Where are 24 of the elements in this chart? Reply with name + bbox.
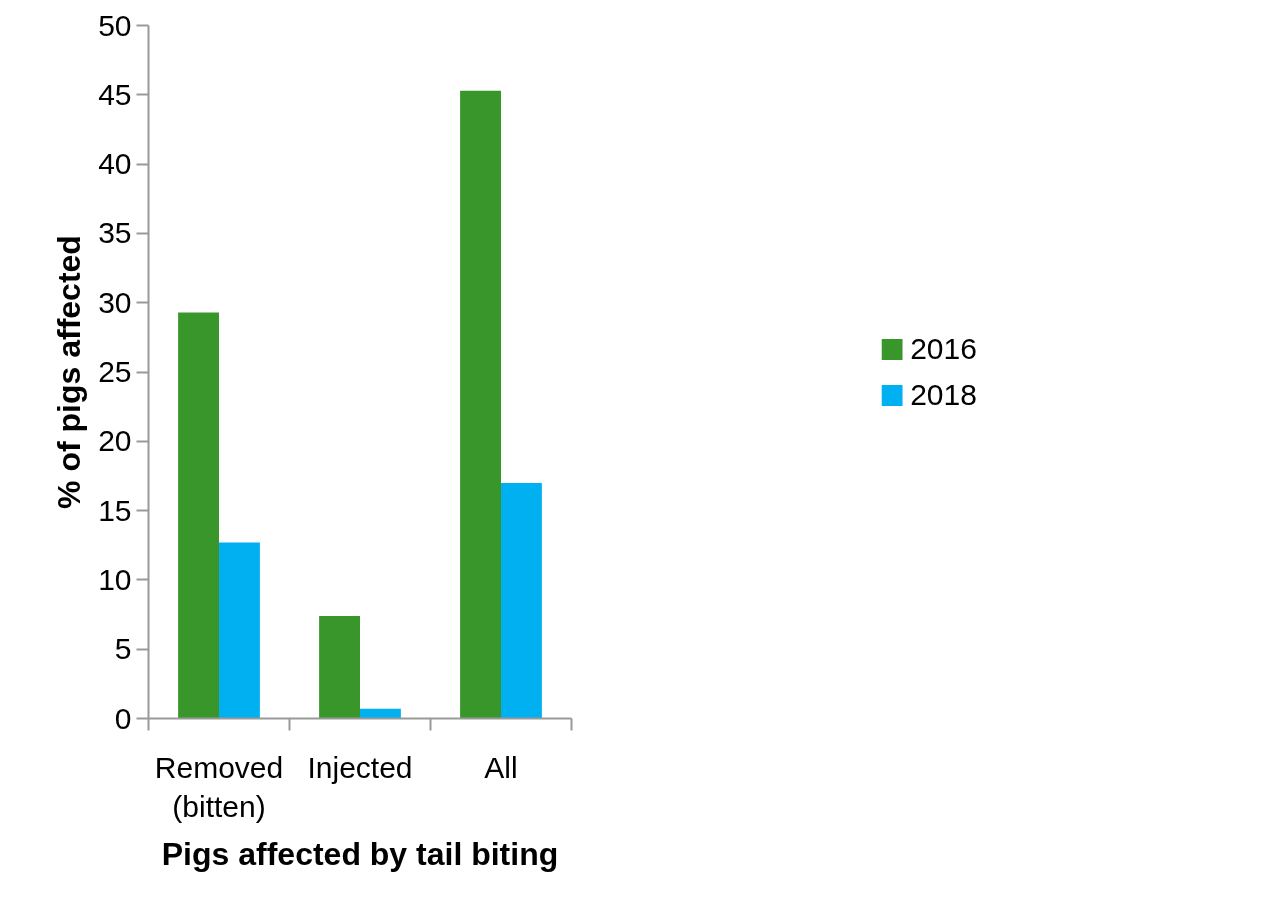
y-tick-label: 20 (98, 424, 132, 458)
bar (460, 90, 501, 719)
y-tick-label: 25 (98, 355, 132, 388)
y-tick-label: 0 (114, 701, 132, 735)
legend-label: 2016 (910, 331, 977, 366)
x-axis-title: Pigs affected by tail biting (161, 836, 559, 873)
y-tick-label: 15 (98, 493, 132, 527)
y-tick-label: 50 (98, 8, 132, 42)
y-tick-label: 10 (98, 562, 132, 596)
y-tick-label: 5 (114, 632, 132, 666)
y-tick-label: 35 (98, 216, 132, 250)
bar (501, 482, 542, 719)
y-tick-label: 30 (98, 285, 132, 319)
y-tick-label: 40 (98, 147, 132, 181)
legend-label: 2018 (910, 377, 977, 412)
x-tick-label: Removed (bitten) (154, 750, 284, 824)
y-tick-label: 45 (98, 77, 132, 111)
bar (219, 542, 260, 719)
x-tick-label: All (484, 750, 518, 784)
x-tick-label: Injected (307, 750, 413, 784)
bar (178, 312, 219, 719)
bar (360, 708, 401, 719)
bar (319, 615, 360, 719)
y-axis-title: % of pigs affected (51, 235, 88, 509)
